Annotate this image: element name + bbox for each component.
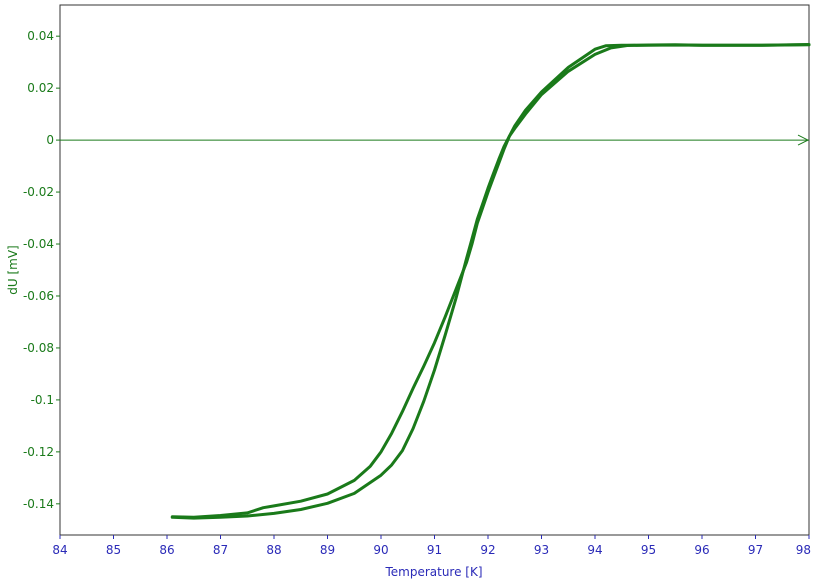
zero-line-arrow bbox=[797, 134, 810, 146]
x-tick-label: 89 bbox=[320, 543, 335, 557]
x-tick-label: 87 bbox=[213, 543, 228, 557]
x-tick-label: 97 bbox=[748, 543, 763, 557]
x-tick-label: 96 bbox=[694, 543, 709, 557]
series-layer bbox=[170, 43, 811, 520]
plot-frame bbox=[59, 4, 810, 536]
y-tick-label: -0.08 bbox=[23, 341, 54, 355]
y-tick-label: 0 bbox=[46, 133, 54, 147]
x-tick-label: 88 bbox=[266, 543, 281, 557]
x-tick-label: 98 bbox=[796, 543, 811, 557]
y-axis-title: dU [mV] bbox=[6, 245, 20, 294]
x-tick-label: 94 bbox=[587, 543, 602, 557]
y-tick-label: 0.04 bbox=[27, 29, 54, 43]
x-tick-label: 95 bbox=[641, 543, 656, 557]
x-tick-label: 91 bbox=[427, 543, 442, 557]
x-tick-label: 85 bbox=[106, 543, 121, 557]
y-tick-label: -0.02 bbox=[23, 185, 54, 199]
y-tick-label: -0.06 bbox=[23, 289, 54, 303]
x-axis-title: Temperature [K] bbox=[384, 565, 482, 579]
y-axis: 0.04 0.02 0 -0.02 -0.04 -0.06 -0.08 -0.1 -0.12 -0… bbox=[23, 29, 60, 511]
y-tick-label: -0.12 bbox=[23, 445, 54, 459]
x-tick-label: 93 bbox=[534, 543, 549, 557]
x-tick-label: 90 bbox=[373, 543, 388, 557]
x-tick-label: 84 bbox=[52, 543, 67, 557]
series-line-2 bbox=[170, 43, 811, 520]
x-axis: 84 85 86 87 88 89 90 91 92 93 94 95 96 97 98 bbox=[52, 535, 811, 557]
x-tick-label: 92 bbox=[480, 543, 495, 557]
y-tick-label: -0.04 bbox=[23, 237, 54, 251]
y-tick-label: -0.1 bbox=[31, 393, 54, 407]
x-tick-label: 86 bbox=[159, 543, 174, 557]
y-tick-label: 0.02 bbox=[27, 81, 54, 95]
y-tick-label: -0.14 bbox=[23, 497, 54, 511]
